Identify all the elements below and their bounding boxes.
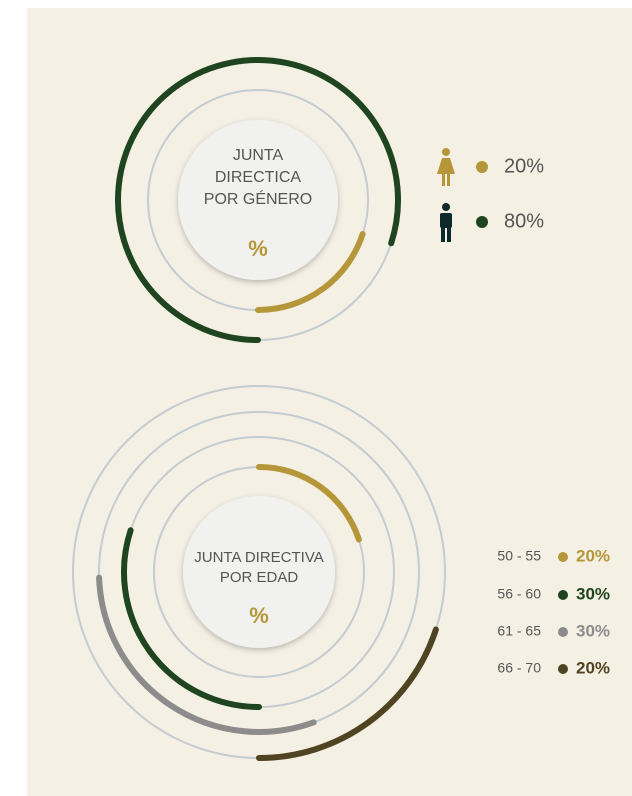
male-icon xyxy=(440,203,452,242)
legend-dot xyxy=(476,216,488,228)
center-title: DIRECTICA xyxy=(215,169,302,186)
icon-head xyxy=(442,203,450,211)
legend-dot xyxy=(476,161,488,173)
legend-value: 20% xyxy=(576,546,610,565)
legend-value: 30% xyxy=(576,584,610,603)
legend-dot xyxy=(558,590,568,600)
legend-value: 30% xyxy=(576,621,610,640)
arc xyxy=(121,527,262,710)
center-disc xyxy=(183,496,335,648)
legend-value: 20% xyxy=(504,155,544,177)
icon-leg xyxy=(441,227,445,242)
icon-head xyxy=(442,148,450,156)
legend-dot xyxy=(558,664,568,674)
legend-label: 50 - 55 xyxy=(497,548,541,564)
arc xyxy=(256,626,439,761)
arc xyxy=(255,230,366,313)
panel xyxy=(27,8,632,796)
center-title: POR GÉNERO xyxy=(204,189,312,208)
center-symbol: % xyxy=(248,236,268,261)
legend-value: 20% xyxy=(576,658,610,677)
center-symbol: % xyxy=(249,603,269,628)
icon-leg xyxy=(447,174,450,186)
icon-leg xyxy=(442,174,445,186)
legend-dot xyxy=(558,627,568,637)
center-disc xyxy=(178,120,338,280)
arc xyxy=(256,464,362,543)
legend-label: 61 - 65 xyxy=(497,623,541,639)
arc xyxy=(96,574,317,735)
female-icon xyxy=(437,148,455,186)
legend-value: 80% xyxy=(504,210,544,232)
arc xyxy=(115,57,401,343)
legend-dot xyxy=(558,552,568,562)
icon-leg xyxy=(447,227,451,242)
icon-body xyxy=(437,158,455,174)
center-title: JUNTA DIRECTIVA xyxy=(194,549,323,566)
center-title: POR EDAD xyxy=(220,569,299,586)
legend-label: 66 - 70 xyxy=(497,660,541,676)
legend-label: 56 - 60 xyxy=(497,586,541,602)
icon-body xyxy=(440,213,452,228)
center-title: JUNTA xyxy=(233,147,284,164)
